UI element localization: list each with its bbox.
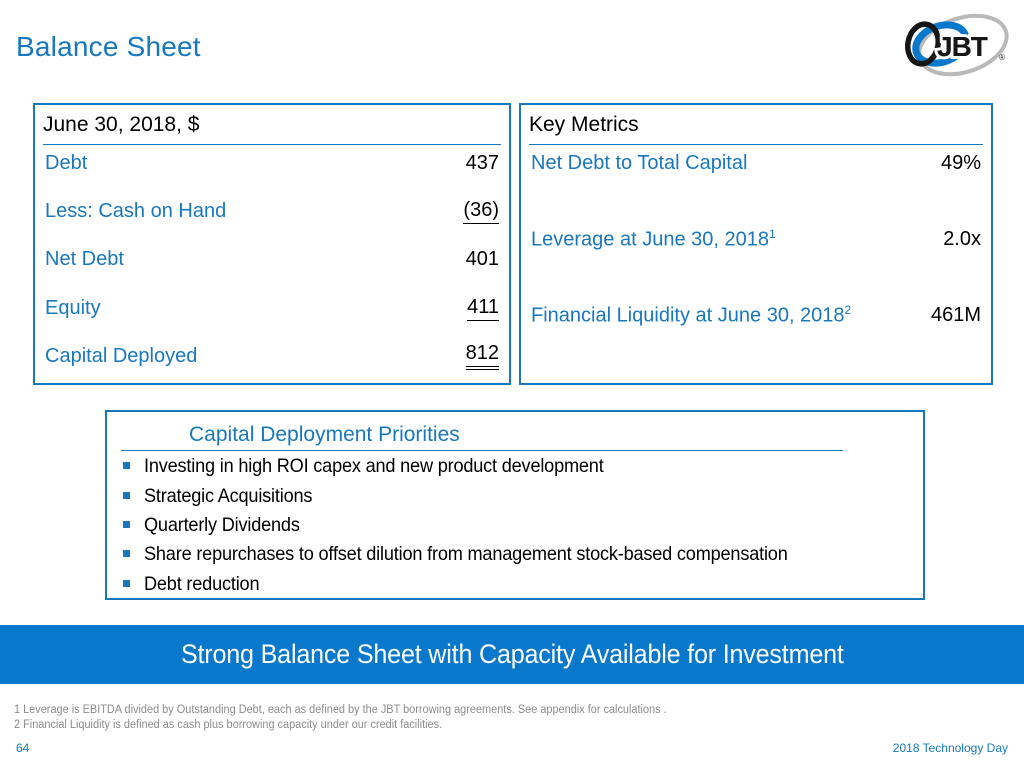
row-label: Leverage at June 30, 20181 — [531, 226, 776, 251]
row-label: Less: Cash on Hand — [45, 199, 227, 222]
table-row: Leverage at June 30, 20181 2.0x — [531, 226, 981, 252]
row-value: (36) — [463, 199, 499, 224]
row-label: Net Debt — [45, 247, 124, 270]
table-row: Equity 411 — [45, 295, 499, 321]
row-value: 411 — [467, 296, 499, 321]
row-value: 812 — [465, 342, 499, 370]
row-label: Equity — [45, 296, 101, 319]
footnote: 2 Financial Liquidity is defined as cash… — [14, 719, 443, 731]
row-value: 401 — [465, 247, 499, 270]
list-item: Strategic Acquisitions — [121, 481, 913, 510]
row-value: 437 — [465, 151, 499, 174]
list-item: Share repurchases to offset dilution fro… — [121, 540, 913, 569]
logo-text-halo: JBT — [937, 31, 988, 62]
list-item-text: Investing in high ROI capex and new prod… — [144, 455, 604, 478]
footer-event-name: 2018 Technology Day — [892, 741, 1008, 755]
takeaway-banner: Strong Balance Sheet with Capacity Avail… — [0, 625, 1024, 684]
list-item-text: Quarterly Dividends — [144, 513, 300, 536]
table-row: Less: Cash on Hand (36) — [45, 198, 499, 224]
footnote: 1 Leverage is EBITDA divided by Outstand… — [14, 704, 667, 716]
row-value: 49% — [940, 151, 981, 174]
table-row: Capital Deployed 812 — [45, 342, 499, 370]
footnotes: 1 Leverage is EBITDA divided by Outstand… — [14, 703, 701, 733]
logo-swoosh-icon — [904, 13, 1009, 77]
list-item: Investing in high ROI capex and new prod… — [121, 452, 913, 481]
row-label: Capital Deployed — [45, 344, 198, 367]
table-row: Debt 437 — [45, 150, 499, 176]
priorities-header-underline — [121, 450, 843, 451]
logo-text: JBT — [937, 31, 988, 62]
list-item-text: Strategic Acquisitions — [144, 484, 313, 507]
balance-sheet-table: June 30, 2018, $ Debt 437 Less: Cash on Ha… — [33, 103, 511, 385]
table-row: Financial Liquidity at June 30, 20182 461… — [531, 302, 981, 328]
takeaway-banner-text: Strong Balance Sheet with Capacity Avail… — [180, 639, 844, 669]
list-item: Quarterly Dividends — [121, 511, 913, 540]
jbt-logo: JBT JBT ® — [904, 13, 1009, 77]
row-label: Financial Liquidity at June 30, 20182 — [531, 302, 852, 327]
list-item-text: Share repurchases to offset dilution fro… — [144, 543, 788, 566]
list-item-text: Debt reduction — [144, 572, 260, 595]
table-row: Net Debt 401 — [45, 246, 499, 272]
bullet-square-icon — [123, 462, 130, 470]
logo-registered-mark: ® — [999, 53, 1005, 62]
table-row: Net Debt to Total Capital 49% — [531, 150, 981, 176]
priorities-list: Investing in high ROI capex and new prod… — [121, 452, 913, 599]
row-label: Debt — [45, 151, 88, 174]
bullet-square-icon — [123, 579, 130, 587]
bullet-square-icon — [123, 520, 130, 528]
row-value: 461M — [930, 303, 981, 326]
footnote-reference: 2 — [844, 302, 852, 317]
key-metrics-header: Key Metrics — [529, 113, 983, 145]
bullet-square-icon — [123, 550, 130, 558]
page-title: Balance Sheet — [16, 31, 201, 62]
row-label: Net Debt to Total Capital — [531, 151, 748, 174]
key-metrics-table: Key Metrics Net Debt to Total Capital 49%… — [519, 103, 993, 385]
priorities-header: Capital Deployment Priorities — [189, 423, 460, 446]
row-value: 2.0x — [943, 227, 981, 250]
bullet-square-icon — [123, 491, 130, 499]
footnote-reference: 1 — [768, 226, 776, 241]
capital-deployment-priorities-box: Capital Deployment Priorities Investing … — [105, 410, 925, 600]
list-item: Debt reduction — [121, 570, 913, 599]
balance-table-header: June 30, 2018, $ — [43, 113, 501, 145]
page-number: 64 — [16, 741, 30, 755]
